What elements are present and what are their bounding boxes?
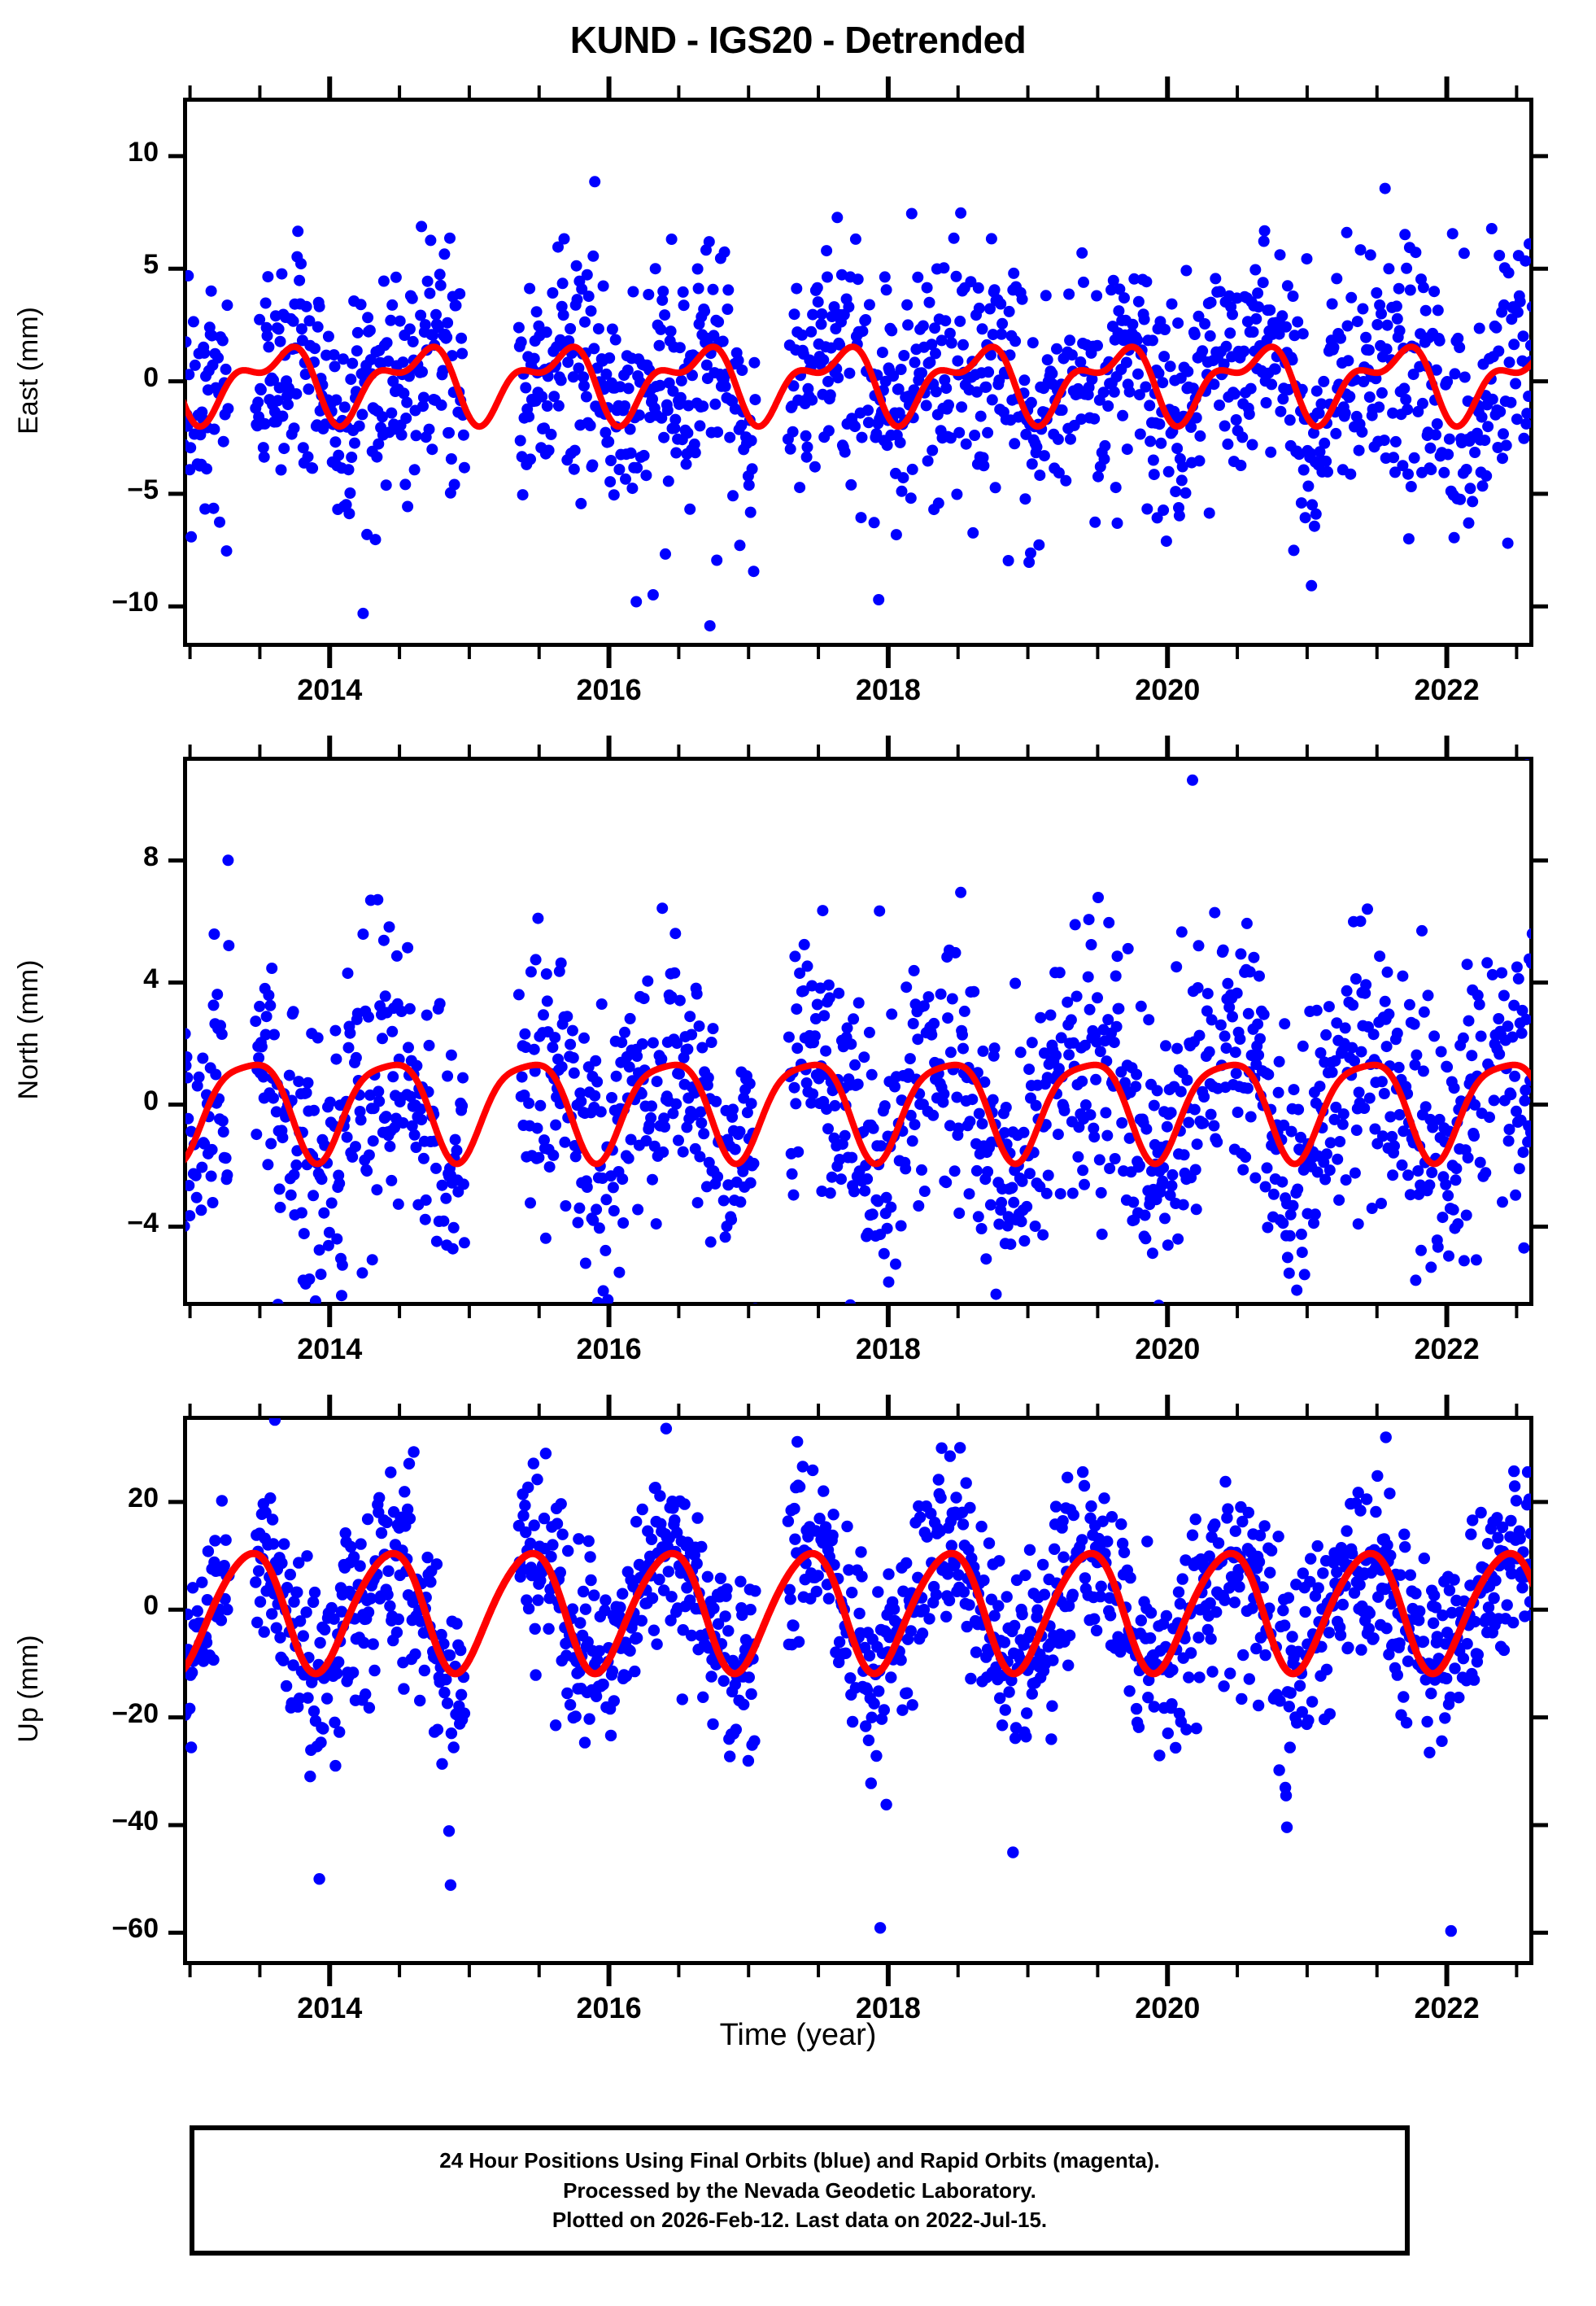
y-tick-label: −4: [127, 1207, 159, 1238]
x-tick-label: 2018: [855, 673, 921, 706]
x-tick-label: 2014: [297, 1991, 363, 2024]
y-tick-label: 0: [143, 1590, 159, 1622]
caption-line-2: Processed by the Nevada Geodetic Laborat…: [563, 2177, 1036, 2203]
x-tick-label: 2022: [1414, 1991, 1480, 2024]
y-tick-label: 0: [143, 1085, 159, 1116]
y-tick-label: 10: [128, 136, 159, 168]
y-tick-label: 5: [143, 249, 159, 281]
y-tick-label: 4: [143, 963, 159, 994]
x-tick-label: 2016: [576, 1332, 642, 1365]
page-title: KUND - IGS20 - Detrended: [569, 19, 1027, 61]
y-tick-label: −40: [111, 1805, 159, 1837]
y-tick-label: 0: [143, 361, 159, 393]
x-tick-label: 2014: [297, 673, 363, 706]
y-tick-label: 20: [128, 1482, 159, 1513]
caption-line-3: Plotted on 2026-Feb-12. Last data on 202…: [552, 2208, 1048, 2233]
x-tick-label: 2016: [576, 673, 642, 706]
y-axis-label-up: Up (mm): [12, 1634, 44, 1743]
x-tick-label: 2020: [1135, 673, 1201, 706]
x-tick-label: 2018: [855, 1991, 921, 2024]
y-tick-label: −10: [111, 587, 159, 618]
x-axis-title: Time (year): [719, 2018, 877, 2052]
x-tick-label: 2020: [1135, 1332, 1201, 1365]
y-tick-label: −5: [127, 474, 159, 505]
x-tick-label: 2018: [855, 1332, 921, 1365]
y-tick-label: −60: [111, 1913, 159, 1945]
y-tick-label: 8: [143, 841, 159, 872]
x-tick-label: 2022: [1414, 673, 1480, 706]
y-tick-label: −20: [111, 1697, 159, 1729]
caption-line-1: 24 Hour Positions Using Final Orbits (bl…: [439, 2147, 1160, 2173]
x-tick-label: 2022: [1414, 1332, 1480, 1365]
x-tick-label: 2016: [576, 1991, 642, 2024]
x-tick-label: 2020: [1135, 1991, 1201, 2024]
caption-box: 24 Hour Positions Using Final Orbits (bl…: [190, 2125, 1410, 2256]
x-tick-label: 2014: [297, 1332, 363, 1365]
